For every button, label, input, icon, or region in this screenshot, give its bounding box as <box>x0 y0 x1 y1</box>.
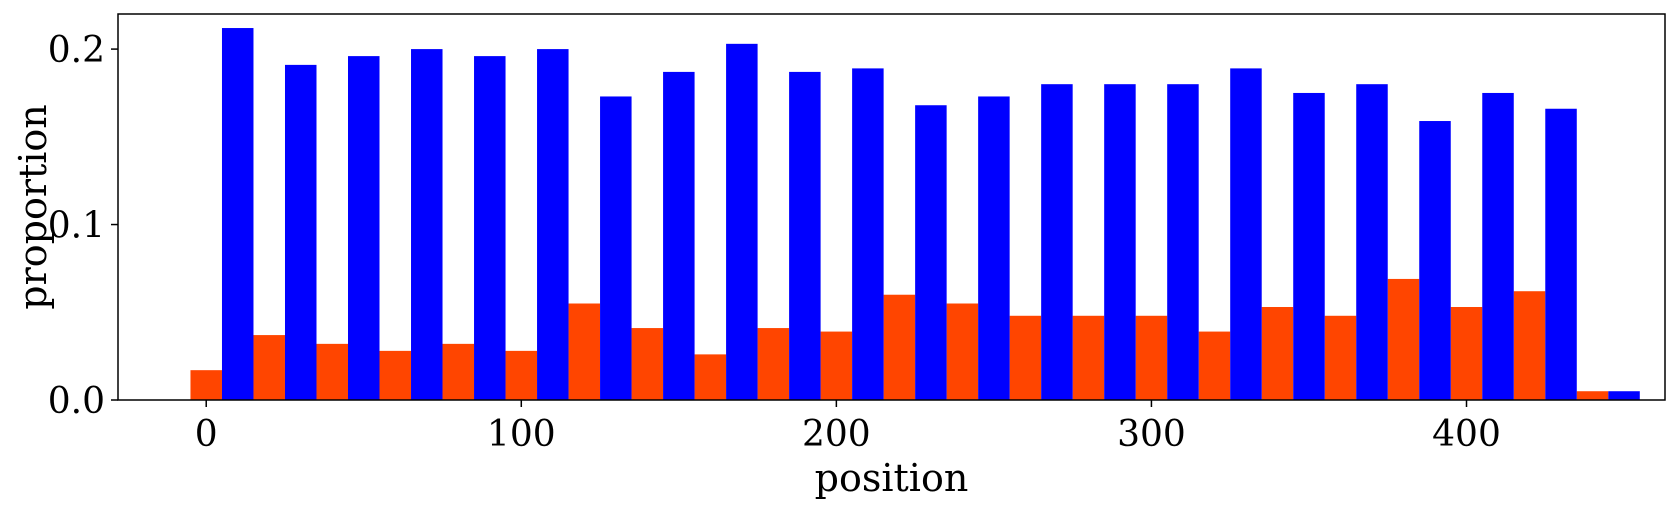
bar-series2-0 <box>221 28 254 400</box>
bar-series1-12 <box>946 303 979 400</box>
bar-series1-8 <box>694 354 727 400</box>
bar-series2-17 <box>1293 92 1325 401</box>
bar-series2-6 <box>600 96 632 401</box>
y-tick-label: 0.0 <box>48 381 105 422</box>
bar-series1-10 <box>820 331 853 400</box>
bar-series1-17 <box>1261 307 1294 400</box>
bar-series2-2 <box>348 56 380 400</box>
bar-series1-13 <box>1009 315 1042 400</box>
bar-series1-22 <box>1576 391 1609 400</box>
x-axis-ticks: 0 100 200 300 400 <box>195 400 1501 455</box>
bar-series1-14 <box>1072 315 1105 400</box>
bar-series1-2 <box>316 343 349 400</box>
bar-series2-8 <box>726 43 758 401</box>
bar-series1-4 <box>442 343 475 400</box>
bar-series2-16 <box>1230 68 1262 401</box>
x-tick-label: 200 <box>802 414 871 455</box>
bars-layer <box>190 28 1640 401</box>
bar-series2-12 <box>978 96 1010 401</box>
bar-series2-11 <box>915 105 947 401</box>
bar-series1-3 <box>379 350 412 400</box>
bar-series1-9 <box>757 328 790 400</box>
bar-series2-21 <box>1545 108 1577 400</box>
bar-series2-18 <box>1356 84 1388 400</box>
axes-layer <box>117 13 1666 401</box>
bar-series1-0 <box>190 370 222 400</box>
bar-series1-5 <box>505 350 538 400</box>
bar-series2-10 <box>852 68 884 401</box>
x-tick-label: 400 <box>1432 414 1501 455</box>
plot-frame <box>117 13 1666 401</box>
bar-series2-5 <box>537 49 569 400</box>
x-tick-label: 100 <box>487 414 556 455</box>
y-tick-label: 0.2 <box>48 30 105 71</box>
bar-series2-22 <box>1608 391 1640 400</box>
bar-series2-15 <box>1167 84 1199 400</box>
x-tick-label: 0 <box>195 414 218 455</box>
y-axis-label: proportion <box>11 104 55 310</box>
bar-series1-6 <box>568 303 601 400</box>
bar-series2-3 <box>411 49 443 400</box>
bar-series2-19 <box>1419 121 1451 400</box>
bar-series1-19 <box>1387 278 1420 400</box>
bar-series2-20 <box>1482 92 1514 401</box>
bar-series1-1 <box>253 335 285 400</box>
x-axis-label: position <box>815 456 969 500</box>
bar-series2-13 <box>1041 84 1073 400</box>
bar-series1-11 <box>883 294 916 400</box>
y-axis-ticks: 0.0 0.1 0.2 <box>48 30 118 422</box>
bar-series2-4 <box>474 56 506 400</box>
bar-series2-9 <box>789 71 821 401</box>
bar-series1-21 <box>1513 291 1546 400</box>
bar-series2-1 <box>284 64 317 400</box>
bar-series2-14 <box>1104 84 1136 400</box>
x-tick-label: 300 <box>1117 414 1186 455</box>
bar-series2-7 <box>663 71 695 401</box>
bar-series1-16 <box>1198 331 1231 400</box>
bar-series1-7 <box>631 328 664 400</box>
y-tick-label: 0.1 <box>48 206 105 247</box>
bar-series1-15 <box>1135 315 1168 400</box>
bar-series1-20 <box>1450 307 1483 400</box>
bar-series1-18 <box>1324 315 1357 400</box>
